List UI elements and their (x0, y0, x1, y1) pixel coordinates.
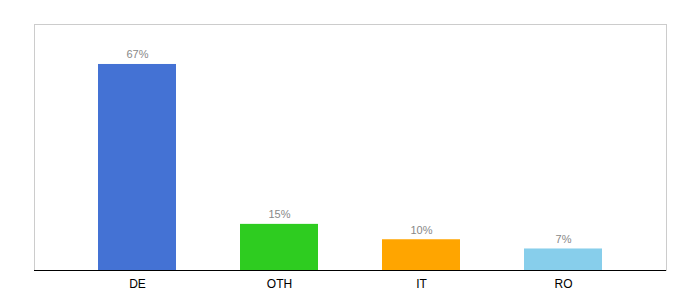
svg-text:67%: 67% (126, 48, 148, 60)
svg-text:15%: 15% (268, 208, 290, 220)
svg-text:DE: DE (129, 277, 146, 291)
svg-text:RO: RO (555, 277, 573, 291)
svg-text:IT: IT (416, 277, 427, 291)
svg-text:10%: 10% (410, 224, 432, 236)
svg-text:OTH: OTH (267, 277, 292, 291)
svg-text:7%: 7% (556, 233, 572, 245)
